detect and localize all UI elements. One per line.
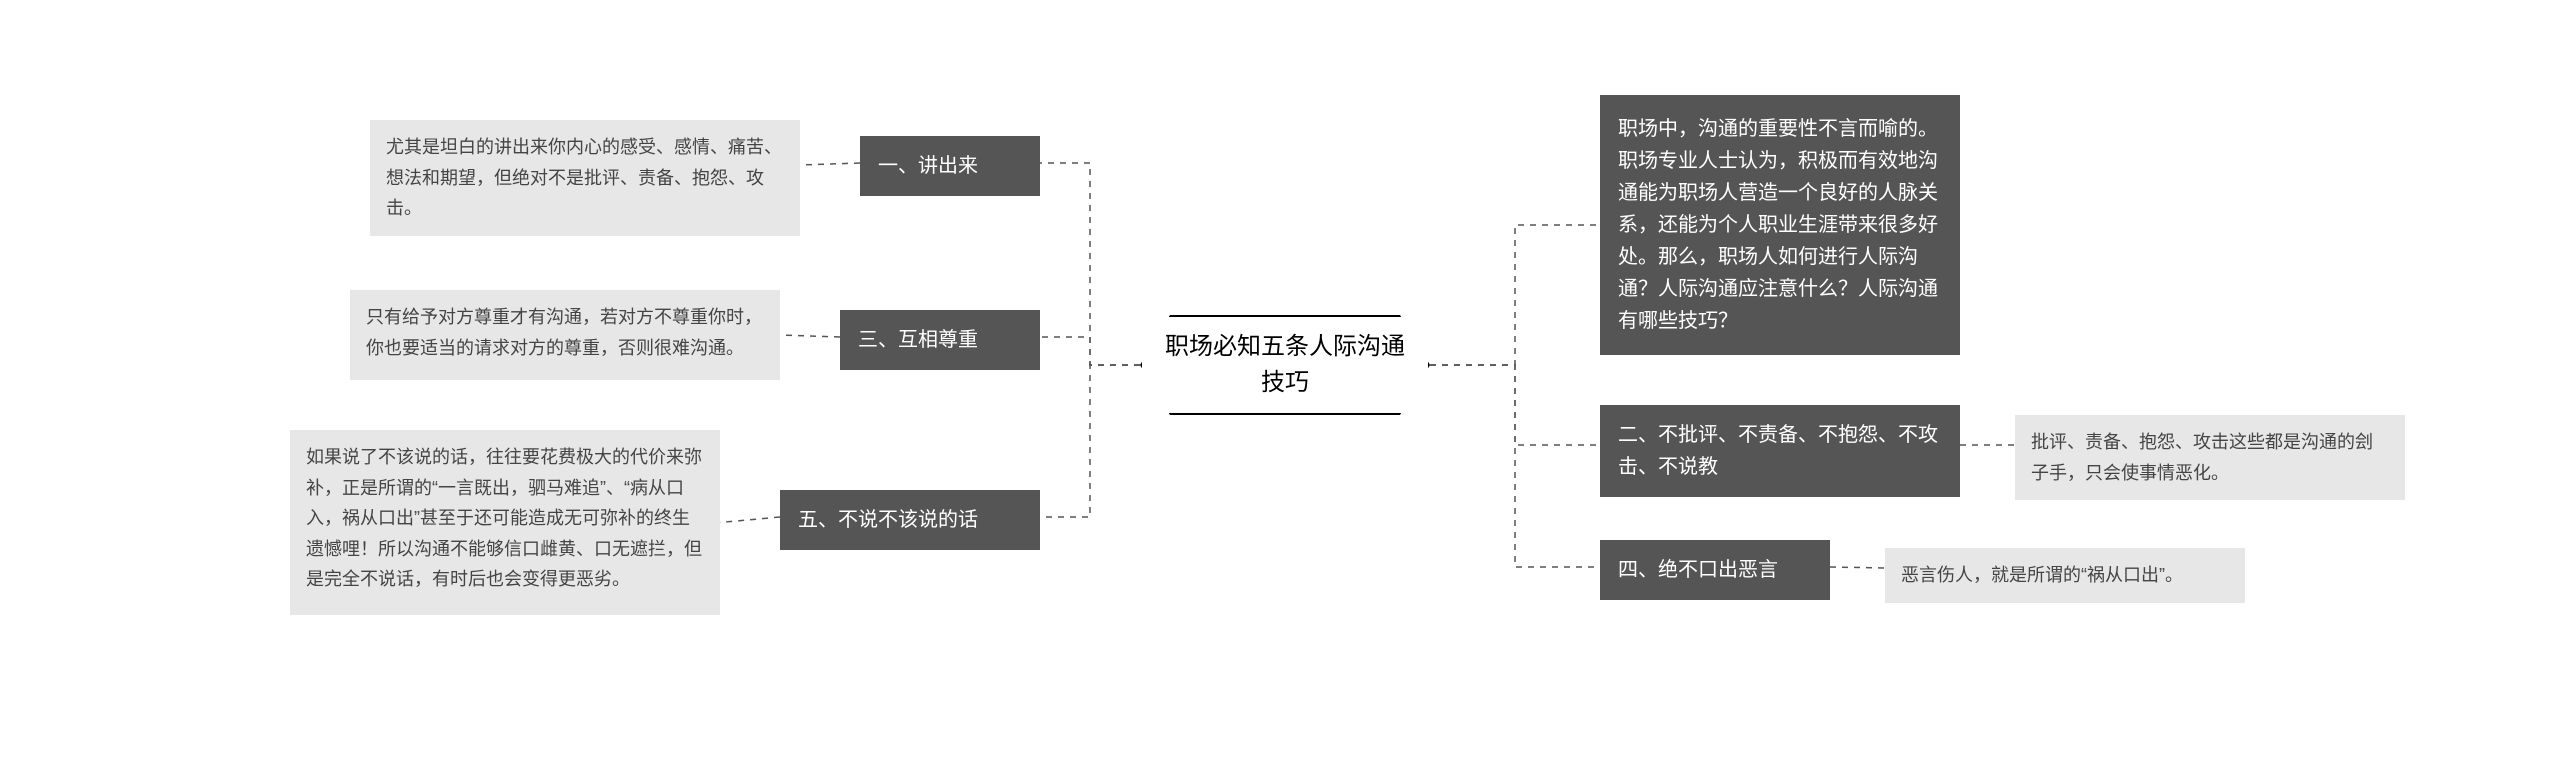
- leaf-4: 恶言伤人，就是所谓的“祸从口出”。: [1885, 548, 2245, 603]
- leaf-5-text: 如果说了不该说的话，往往要花费极大的代价来弥补，正是所谓的“一言既出，驷马难追”…: [306, 447, 702, 589]
- leaf-2-text: 批评、责备、抱怨、攻击这些都是沟通的刽子手，只会使事情恶化。: [2031, 432, 2373, 483]
- leaf-3: 只有给予对方尊重才有沟通，若对方不尊重你时，你也要适当的请求对方的尊重，否则很难…: [350, 290, 780, 380]
- branch-5-label: 五、不说不该说的话: [798, 504, 978, 536]
- branch-3-label: 三、互相尊重: [858, 324, 978, 356]
- branch-1-label: 一、讲出来: [878, 150, 978, 182]
- leaf-3-text: 只有给予对方尊重才有沟通，若对方不尊重你时，你也要适当的请求对方的尊重，否则很难…: [366, 307, 762, 358]
- center-node: 职场必知五条人际沟通技巧: [1140, 315, 1430, 415]
- leaf-2: 批评、责备、抱怨、攻击这些都是沟通的刽子手，只会使事情恶化。: [2015, 415, 2405, 500]
- leaf-4-text: 恶言伤人，就是所谓的“祸从口出”。: [1901, 565, 2183, 585]
- branch-4: 四、绝不口出恶言: [1600, 540, 1830, 600]
- intro-text: 职场中，沟通的重要性不言而喻的。职场专业人士认为，积极而有效地沟通能为职场人营造…: [1618, 113, 1942, 337]
- branch-3: 三、互相尊重: [840, 310, 1040, 370]
- mindmap-canvas: 职场必知五条人际沟通技巧 一、讲出来 尤其是坦白的讲出来你内心的感受、感情、痛苦…: [0, 0, 2560, 761]
- branch-2: 二、不批评、不责备、不抱怨、不攻击、不说教: [1600, 405, 1960, 497]
- branch-5: 五、不说不该说的话: [780, 490, 1040, 550]
- leaf-5: 如果说了不该说的话，往往要花费极大的代价来弥补，正是所谓的“一言既出，驷马难追”…: [290, 430, 720, 615]
- branch-4-label: 四、绝不口出恶言: [1618, 554, 1778, 586]
- center-text: 职场必知五条人际沟通技巧: [1162, 329, 1408, 401]
- branch-1: 一、讲出来: [860, 136, 1040, 196]
- intro-node: 职场中，沟通的重要性不言而喻的。职场专业人士认为，积极而有效地沟通能为职场人营造…: [1600, 95, 1960, 355]
- branch-2-label: 二、不批评、不责备、不抱怨、不攻击、不说教: [1618, 419, 1942, 483]
- leaf-1: 尤其是坦白的讲出来你内心的感受、感情、痛苦、想法和期望，但绝对不是批评、责备、抱…: [370, 120, 800, 236]
- leaf-1-text: 尤其是坦白的讲出来你内心的感受、感情、痛苦、想法和期望，但绝对不是批评、责备、抱…: [386, 137, 782, 218]
